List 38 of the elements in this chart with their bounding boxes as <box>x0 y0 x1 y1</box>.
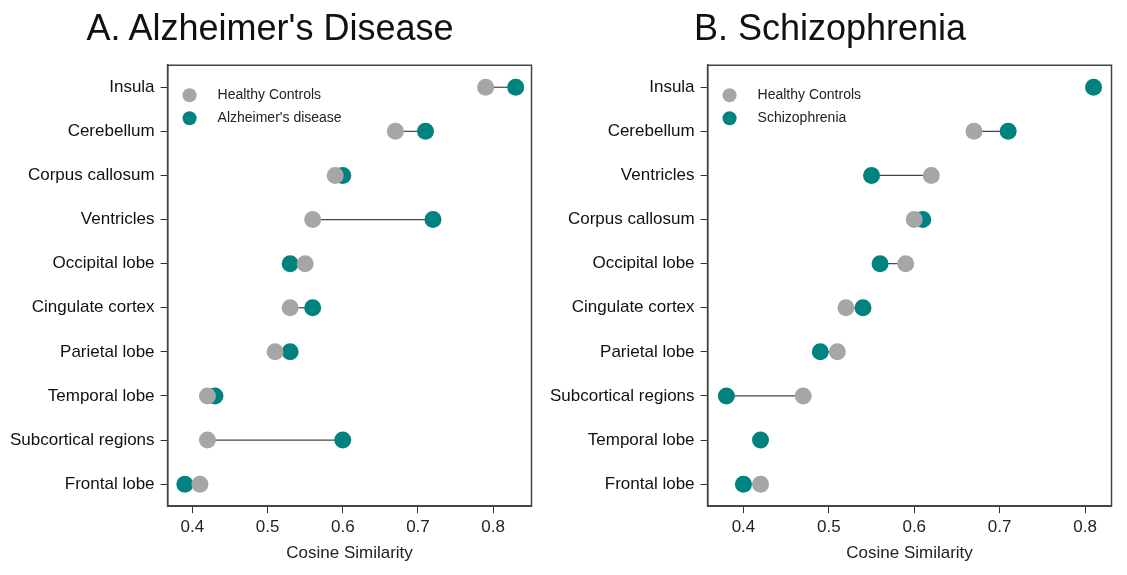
y-tick-label: Temporal lobe <box>47 385 155 405</box>
legend-label: Healthy Controls <box>757 86 862 103</box>
y-tick-label: Cingulate cortex <box>31 297 156 317</box>
y-tick-label: Ventricles <box>620 165 695 185</box>
x-tick-label: 0.8 <box>481 517 505 537</box>
y-tick-label: Occipital lobe <box>52 253 155 273</box>
x-tick-label: 0.6 <box>330 517 355 537</box>
chart-title: B. Schizophrenia <box>693 6 968 48</box>
legend-label: Schizophrenia <box>757 109 847 126</box>
y-tick-label: Frontal lobe <box>604 473 695 493</box>
y-tick-label: Temporal lobe <box>587 429 695 449</box>
y-tick-label: Occipital lobe <box>592 253 695 273</box>
x-tick-label: 0.5 <box>255 517 280 537</box>
x-tick-label: 0.7 <box>987 517 1012 537</box>
x-tick-label: 0.4 <box>731 517 756 537</box>
y-tick-label: Cerebellum <box>607 121 695 141</box>
y-tick-label: Frontal lobe <box>64 473 155 493</box>
y-tick-label: Cerebellum <box>67 121 155 141</box>
y-tick-label: Corpus callosum <box>567 209 695 229</box>
y-tick-label: Insula <box>649 76 696 96</box>
x-tick-label: 0.8 <box>1073 517 1097 537</box>
y-tick-label: Cingulate cortex <box>571 297 696 317</box>
x-axis-title: Cosine Similarity <box>286 543 414 563</box>
y-tick-label: Corpus callosum <box>27 165 155 185</box>
x-tick-label: 0.6 <box>902 517 927 537</box>
x-axis-title: Cosine Similarity <box>846 543 974 563</box>
x-tick-label: 0.7 <box>406 517 430 537</box>
y-tick-label: Ventricles <box>80 209 155 229</box>
x-tick-label: 0.5 <box>817 517 841 537</box>
legend-label: Alzheimer's disease <box>217 109 342 126</box>
y-tick-label: Insula <box>109 76 156 96</box>
y-tick-label: Subcortical regions <box>550 385 695 405</box>
chart-title: A. Alzheimer's Disease <box>86 6 454 48</box>
y-tick-label: Parietal lobe <box>60 341 155 361</box>
legend-label: Healthy Controls <box>217 86 322 103</box>
y-tick-label: Subcortical regions <box>10 429 155 449</box>
y-tick-label: Parietal lobe <box>600 341 695 361</box>
x-tick-label: 0.4 <box>180 517 205 537</box>
